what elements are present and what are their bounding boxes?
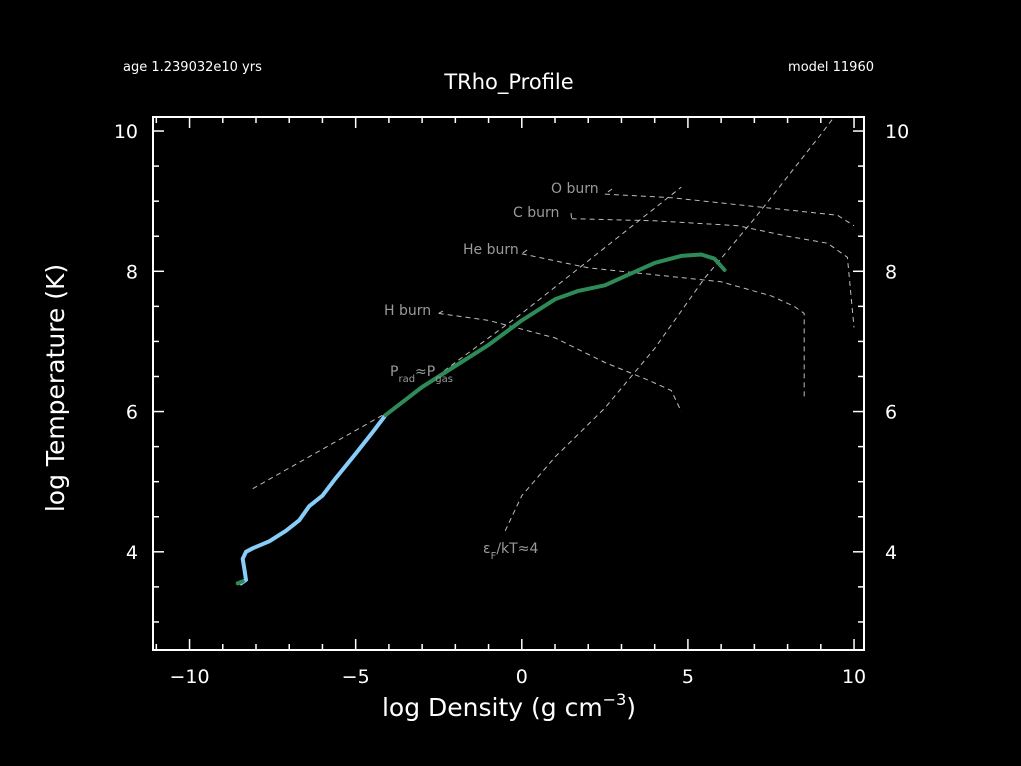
profile-series-2 xyxy=(383,252,727,418)
profile-series-1 xyxy=(235,579,245,586)
y-tick-label-left: 8 xyxy=(126,261,138,283)
x-axis-label: log Density (g cm−3) xyxy=(382,690,636,722)
plot-frame xyxy=(152,116,865,651)
y-tick-label-left: 10 xyxy=(114,121,138,143)
x-tick-label: 0 xyxy=(516,666,528,688)
prad-mid: ≈P xyxy=(415,364,435,380)
ef-main: ε xyxy=(483,541,491,557)
y-tick-label-right: 8 xyxy=(885,261,897,283)
y-tick-label-left: 4 xyxy=(126,542,138,564)
y-tick-label-right: 10 xyxy=(885,121,909,143)
h-burn-label: H burn xyxy=(384,303,431,319)
reference-line-5 xyxy=(504,116,835,532)
reference-line-3 xyxy=(438,312,682,412)
prad-pgas-label: Prad≈Pgas xyxy=(390,364,453,385)
reference-leader-0 xyxy=(604,188,613,195)
model-label: model 11960 xyxy=(788,60,874,75)
prad-main: P xyxy=(390,364,398,380)
age-label: age 1.239032e10 yrs xyxy=(123,60,262,75)
x-axis-label-close: ) xyxy=(626,693,636,722)
x-axis-label-sup: −3 xyxy=(603,690,627,709)
o-burn-label: O burn xyxy=(551,181,599,197)
y-tick-label-left: 6 xyxy=(126,402,138,424)
profile-series-0 xyxy=(239,413,388,586)
reference-line-1 xyxy=(571,218,855,328)
reference-line-2 xyxy=(521,253,805,398)
reference-line-0 xyxy=(604,193,855,227)
x-tick-label: 10 xyxy=(842,666,866,688)
x-tick-label: −5 xyxy=(342,666,370,688)
x-tick-label: −10 xyxy=(169,666,209,688)
reference-line-4 xyxy=(252,186,682,490)
reference-leader-2 xyxy=(521,249,528,255)
y-axis-label: log Temperature (K) xyxy=(41,264,70,512)
reference-leader-3 xyxy=(438,310,444,314)
prad-sub-rad: rad xyxy=(398,374,415,385)
x-axis-label-main: log Density (g cm xyxy=(382,693,603,722)
prad-sub-gas: gas xyxy=(435,374,453,385)
chart-title: TRho_Profile xyxy=(443,70,573,95)
he-burn-label: He burn xyxy=(463,242,519,258)
ef-kt-label: εF/kT≈4 xyxy=(483,541,538,562)
reference-leader-1 xyxy=(570,212,573,219)
ef-rest: /kT≈4 xyxy=(496,541,538,557)
x-tick-label: 5 xyxy=(682,666,694,688)
axis-tick-labels: −10 −5 0 5 10 4 4 6 6 8 8 10 10 xyxy=(114,121,909,688)
ef-sub: F xyxy=(491,551,497,562)
c-burn-label: C burn xyxy=(513,205,559,221)
reference-lines xyxy=(252,116,855,532)
y-tick-label-right: 4 xyxy=(885,542,897,564)
data-series xyxy=(235,252,727,586)
axis-ticks xyxy=(153,117,864,650)
y-tick-label-right: 6 xyxy=(885,402,897,424)
